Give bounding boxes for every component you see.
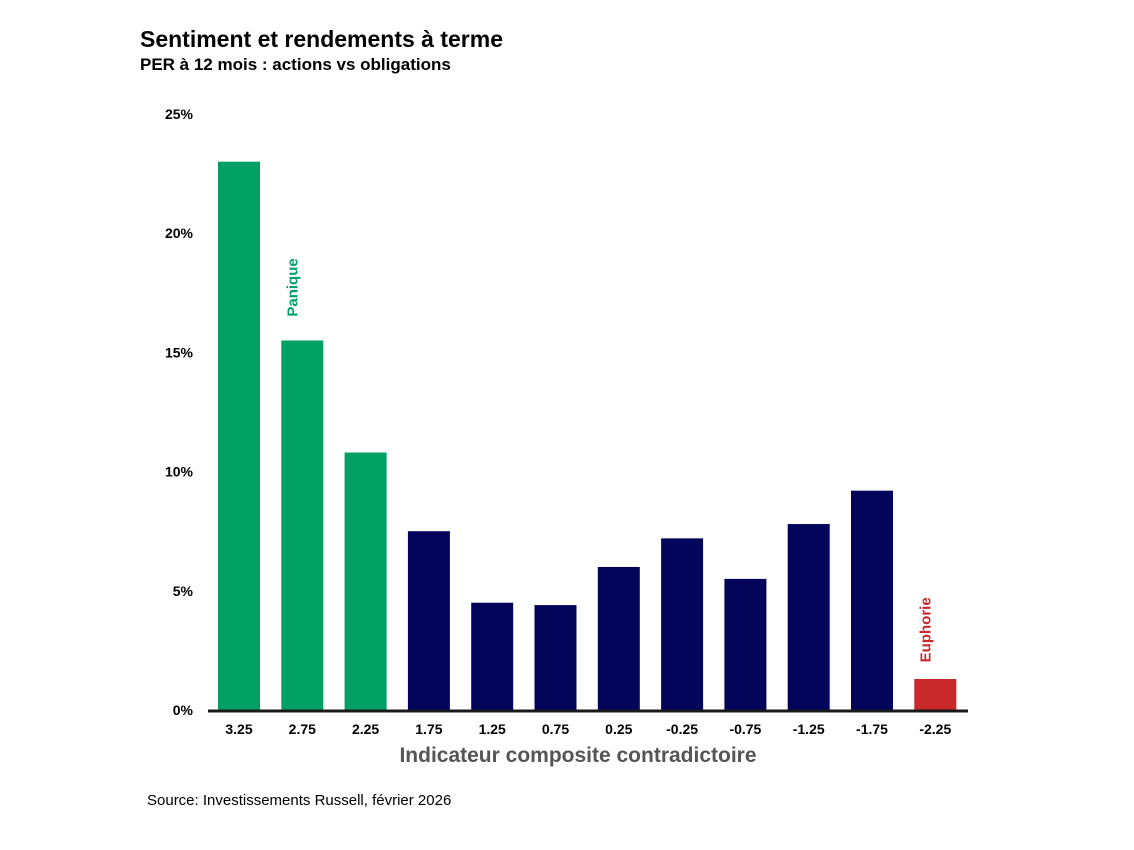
x-tick-label: -0.25 [666, 721, 698, 737]
y-tick-label: 15% [165, 344, 194, 360]
x-tick-label: -2.25 [919, 721, 951, 737]
x-tick-label: -0.75 [729, 721, 761, 737]
annotation-label: Panique [284, 258, 301, 316]
x-axis-title: Indicateur composite contradictoire [399, 744, 756, 767]
x-tick-label: 0.25 [605, 721, 632, 737]
y-tick-label: 10% [165, 464, 194, 480]
x-tick-label: -1.25 [793, 721, 825, 737]
bar [534, 605, 577, 710]
x-tick-label: -1.75 [856, 721, 888, 737]
bar [471, 602, 514, 710]
y-tick-label: 0% [173, 702, 194, 718]
y-tick-label: 25% [165, 106, 194, 122]
x-tick-label: 0.75 [542, 721, 569, 737]
bar [661, 538, 704, 710]
annotations-group: Panique Euphorie [284, 258, 934, 662]
bar [787, 524, 830, 710]
bars-group [218, 161, 957, 710]
bar [218, 161, 260, 710]
bar [724, 578, 767, 710]
annotation-label: Euphorie [917, 597, 934, 662]
x-tick-label: 3.25 [225, 721, 252, 737]
y-axis-ticks: 0% 5% 10% 15% 20% 25% [165, 106, 194, 718]
x-tick-label: 1.25 [479, 721, 506, 737]
chart-title: Sentiment et rendements à terme [140, 26, 504, 52]
bar [914, 679, 957, 710]
x-axis-ticks: 3.25 2.75 2.25 1.75 1.25 0.75 0.25 -0.25 -0.75 -1… [225, 721, 951, 737]
x-tick-label: 2.75 [289, 721, 316, 737]
bar [407, 531, 450, 710]
y-tick-label: 20% [165, 225, 194, 241]
y-tick-label: 5% [173, 583, 194, 599]
bar [851, 490, 893, 710]
bar [597, 566, 640, 710]
bar [344, 452, 387, 710]
chart-subtitle: PER à 12 mois : actions vs obligations [140, 55, 451, 74]
bar [281, 340, 324, 710]
x-tick-label: 2.25 [352, 721, 379, 737]
source-note: Source: Investissements Russell, février… [147, 792, 452, 809]
x-tick-label: 1.75 [415, 721, 442, 737]
